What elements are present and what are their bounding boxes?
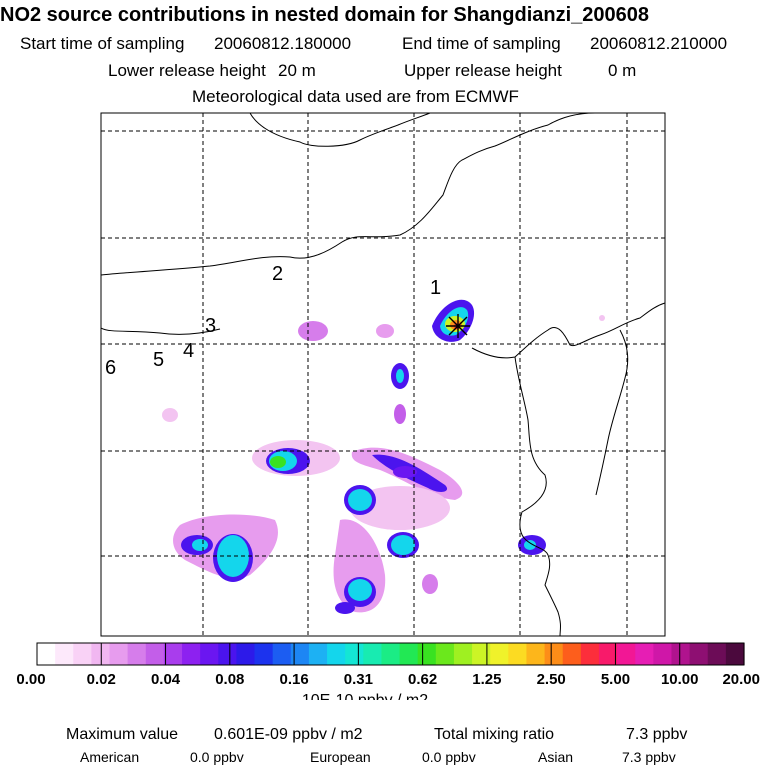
colorbar-swatch: [508, 643, 528, 665]
contour-label-4: 4: [183, 340, 194, 362]
coastlines: [101, 113, 665, 636]
colorbar-swatch: [254, 643, 274, 665]
colorbar-swatch: [236, 643, 256, 665]
contour-labels: 1 2 3 4 5 6: [105, 263, 441, 379]
plume-layer: [162, 299, 605, 614]
colorbar-swatch: [163, 643, 183, 665]
start-time-value: 20060812.180000: [214, 34, 352, 53]
european-label: European: [310, 749, 371, 765]
colorbar-swatch: [73, 643, 92, 665]
asian-value: 7.3 ppbv: [622, 749, 676, 765]
colorbar-tick-label: 0.31: [344, 671, 373, 688]
map-frame: [100, 112, 666, 637]
colorbar-swatch: [580, 643, 600, 665]
plume-west-cluster: [252, 440, 340, 476]
colorbar-swatch: [55, 643, 74, 665]
colorbar-tick-label: 0.02: [87, 671, 116, 688]
colorbar-swatch: [671, 643, 691, 665]
colorbar-swatch: [725, 643, 745, 665]
colorbar-swatch: [127, 643, 147, 665]
colorbar-tick-label: 0.00: [16, 671, 45, 688]
contour-label-6: 6: [105, 357, 116, 379]
map-area: [101, 113, 665, 636]
plume-south-spot: [333, 485, 450, 614]
chart-canvas: 1 2 3 4 5 6 0.00 0.02 0.04 0.08 0.16 0.31 0.62…: [16, 112, 760, 700]
colorbar-swatch: [218, 643, 238, 665]
colorbar-swatch: [363, 643, 383, 665]
contour-label-2: 2: [272, 263, 283, 285]
total-mixing-label: Total mixing ratio: [434, 726, 555, 743]
met-data-line: Meteorological data used are from ECMWF: [192, 87, 519, 106]
colorbar-tick-label: 0.08: [215, 671, 244, 688]
total-mixing-value: 7.3 ppbv: [626, 726, 688, 743]
colorbar-tick-label: 10.00: [661, 671, 699, 688]
lower-height-value: 20 m: [278, 61, 316, 80]
colorbar-swatch: [182, 643, 201, 665]
colorbar-tick-label: 5.00: [601, 671, 630, 688]
contour-label-1: 1: [430, 277, 441, 299]
plume-central-band: [351, 447, 463, 500]
receptor-marker: [446, 314, 470, 338]
colorbar-swatch: [635, 643, 654, 665]
colorbar: [36, 642, 745, 666]
colorbar-tick-label: 20.00: [722, 671, 760, 688]
colorbar-units: 10E-10 ppbv / m2: [302, 692, 428, 700]
colorbar-swatch: [272, 643, 292, 665]
contour-label-5: 5: [153, 349, 164, 371]
gridlines: [101, 113, 665, 636]
colorbar-swatch: [490, 643, 509, 665]
upper-height-value: 0 m: [608, 61, 637, 80]
colorbar-swatch: [707, 643, 727, 665]
contour-label-3: 3: [205, 315, 216, 337]
colorbar-tick-label: 0.04: [151, 671, 181, 688]
page-title: NO2 source contributions in nested domai…: [0, 4, 650, 26]
upper-height-label: Upper release height: [404, 61, 562, 80]
colorbar-swatch: [399, 643, 419, 665]
max-value-label: Maximum value: [66, 726, 179, 743]
asian-label: Asian: [538, 749, 574, 765]
american-label: American: [80, 749, 140, 765]
colorbar-swatch: [200, 643, 219, 665]
colorbar-swatch: [617, 643, 636, 665]
colorbar-swatch: [308, 643, 328, 665]
plume-southwest-patch: [173, 514, 278, 582]
colorbar-tick-label: 0.16: [279, 671, 308, 688]
colorbar-swatch: [417, 643, 437, 665]
colorbar-swatch: [109, 643, 129, 665]
plume-northeast-patch: [162, 315, 605, 594]
colorbar-swatch: [689, 643, 709, 665]
colorbar-swatch: [453, 643, 473, 665]
colorbar-swatch: [345, 643, 364, 665]
colorbar-tick-labels: 0.00 0.02 0.04 0.08 0.16 0.31 0.62 1.25 2.50 5.00…: [16, 671, 760, 688]
colorbar-swatch: [327, 643, 346, 665]
colorbar-swatch: [653, 643, 673, 665]
lower-height-label: Lower release height: [108, 61, 266, 80]
colorbar-swatch: [381, 643, 401, 665]
end-time-value: 20060812.210000: [590, 34, 728, 53]
colorbar-swatch: [598, 643, 618, 665]
american-value: 0.0 ppbv: [190, 749, 244, 765]
plume-coastal-spot: [518, 535, 546, 555]
colorbar-swatch: [37, 643, 56, 665]
colorbar-swatch: [91, 643, 111, 665]
max-value: 0.601E-09 ppbv / m2: [214, 726, 363, 743]
start-time-label: Start time of sampling: [20, 34, 185, 53]
colorbar-swatch: [544, 643, 564, 665]
colorbar-swatch: [435, 643, 455, 665]
colorbar-tick-label: 2.50: [537, 671, 566, 688]
colorbar-swatch: [290, 643, 310, 665]
colorbar-swatch: [472, 643, 491, 665]
colorbar-tick-label: 1.25: [472, 671, 501, 688]
colorbar-swatch: [145, 643, 165, 665]
colorbar-outline: [36, 642, 745, 666]
colorbar-tick-label: 0.62: [408, 671, 437, 688]
end-time-label: End time of sampling: [402, 34, 561, 53]
colorbar-swatch: [562, 643, 582, 665]
colorbar-swatch: [526, 643, 546, 665]
european-value: 0.0 ppbv: [422, 749, 476, 765]
